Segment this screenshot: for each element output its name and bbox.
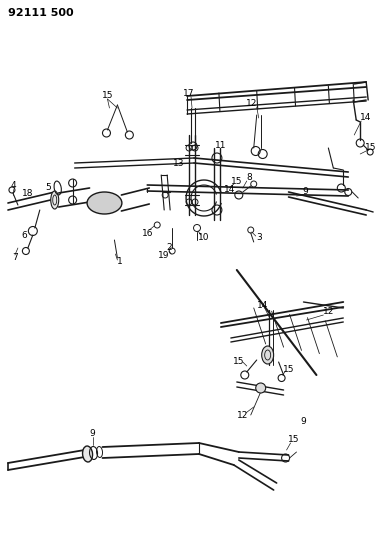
Ellipse shape: [51, 191, 59, 209]
Text: 13: 13: [174, 158, 185, 167]
Text: 1: 1: [116, 257, 122, 266]
Text: 14: 14: [224, 185, 235, 195]
Text: 4: 4: [10, 182, 16, 190]
Text: 14: 14: [257, 301, 268, 310]
Text: 15: 15: [366, 143, 377, 152]
Ellipse shape: [87, 192, 122, 214]
Text: 9: 9: [301, 417, 306, 426]
Text: 7: 7: [12, 254, 18, 262]
Text: 15: 15: [288, 435, 299, 445]
Text: 11: 11: [215, 141, 227, 149]
Text: 15: 15: [233, 358, 245, 367]
Text: 14: 14: [359, 114, 371, 123]
Text: 5: 5: [45, 183, 51, 192]
Text: 92111 500: 92111 500: [8, 8, 74, 18]
Text: 9: 9: [90, 429, 95, 438]
Text: 19: 19: [158, 251, 170, 260]
Circle shape: [256, 383, 266, 393]
Text: 12: 12: [237, 410, 248, 419]
Text: 15: 15: [283, 365, 294, 374]
Text: 12: 12: [246, 99, 257, 108]
Text: 10: 10: [198, 232, 210, 241]
Text: 8: 8: [246, 174, 252, 182]
Text: 16: 16: [141, 229, 153, 238]
Ellipse shape: [82, 446, 93, 462]
Text: 9: 9: [303, 188, 308, 197]
Text: 18: 18: [22, 189, 34, 198]
Text: 15: 15: [102, 92, 113, 101]
Ellipse shape: [262, 346, 274, 364]
Text: 17: 17: [183, 90, 195, 99]
Text: 3: 3: [256, 233, 262, 243]
Text: 15: 15: [231, 176, 243, 185]
Text: 2: 2: [166, 244, 172, 253]
Text: 6: 6: [21, 230, 27, 239]
Text: 12: 12: [323, 308, 334, 317]
